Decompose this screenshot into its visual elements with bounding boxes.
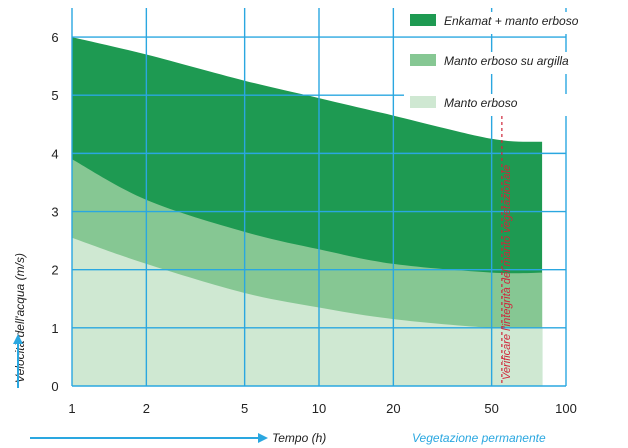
x-axis-arrow xyxy=(30,433,268,443)
y-tick-labels: 0 1 2 3 4 5 6 xyxy=(51,30,58,394)
area-series-3 xyxy=(72,237,543,386)
legend-bg xyxy=(404,94,576,116)
legend-bg xyxy=(404,12,576,34)
x-tick-label: 5 xyxy=(241,401,248,416)
x-tick-label: 10 xyxy=(312,401,326,416)
vertical-note-text: Verificare l'integrità del manto vegetaz… xyxy=(501,165,513,380)
legend-label: Manto erboso xyxy=(444,96,518,110)
legend-swatch xyxy=(410,96,436,108)
y-tick-label: 4 xyxy=(51,146,58,161)
x-tick-label: 1 xyxy=(68,401,75,416)
chart-grid xyxy=(71,8,567,387)
y-tick-label: 2 xyxy=(51,263,58,278)
y-axis-label: Velocità dell'acqua (m/s) xyxy=(13,253,27,383)
legend: Enkamat + manto erboso Manto erboso su ar… xyxy=(404,12,579,116)
x-tick-label: 20 xyxy=(386,401,400,416)
x-tick-labels: 1 2 5 10 20 50 100 xyxy=(68,401,576,416)
legend-label: Manto erboso su argilla xyxy=(444,54,569,68)
y-axis-arrow xyxy=(13,334,23,388)
x-axis-label: Tempo (h) xyxy=(272,431,326,445)
y-tick-label: 1 xyxy=(51,321,58,336)
legend-label: Enkamat + manto erboso xyxy=(444,14,579,28)
legend-bg xyxy=(404,52,576,74)
y-tick-label: 0 xyxy=(51,379,58,394)
x-tick-label: 100 xyxy=(555,401,577,416)
legend-swatch xyxy=(410,14,436,26)
y-tick-label: 5 xyxy=(51,88,58,103)
x-tick-label: 50 xyxy=(484,401,498,416)
y-tick-label: 6 xyxy=(51,30,58,45)
permanent-vegetation-label: Vegetazione permanente xyxy=(412,431,546,445)
legend-swatch xyxy=(410,54,436,66)
y-tick-label: 3 xyxy=(51,205,58,220)
x-tick-label: 2 xyxy=(143,401,150,416)
